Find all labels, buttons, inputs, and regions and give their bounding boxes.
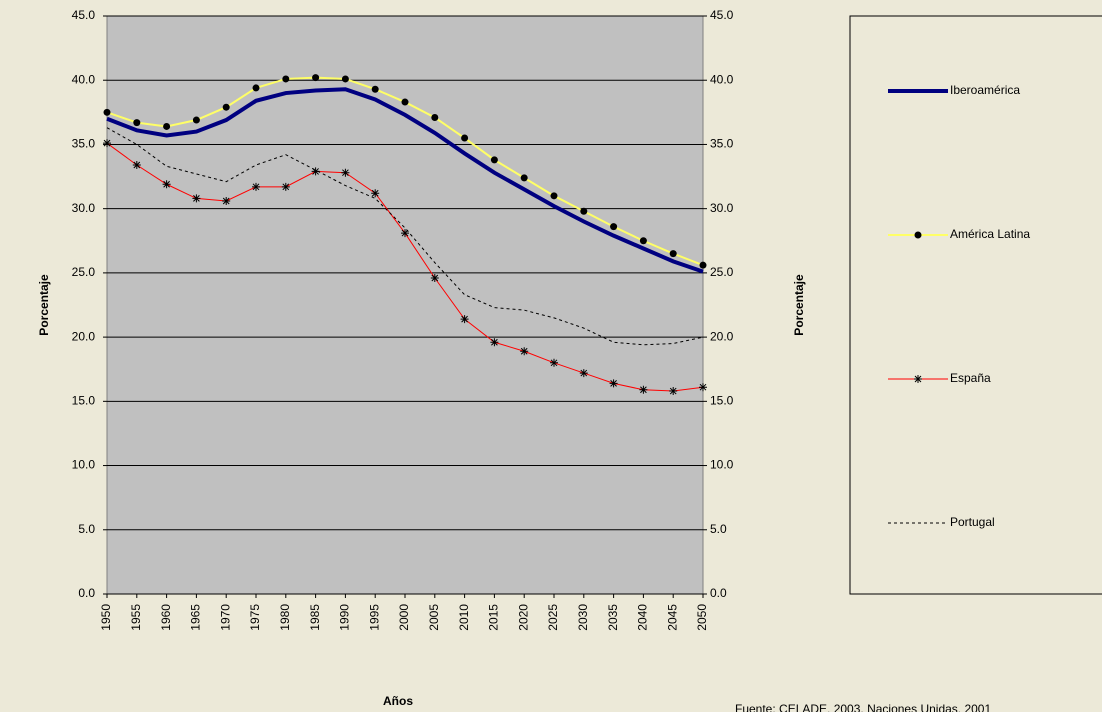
point [162, 180, 171, 189]
point [699, 261, 707, 269]
point [490, 338, 499, 347]
point [222, 103, 230, 111]
series-line [106, 127, 704, 346]
point [252, 84, 260, 92]
point [669, 387, 678, 396]
point [461, 134, 469, 142]
y2-tick-label: 30.0 [710, 201, 734, 215]
point [163, 122, 171, 130]
y-axis-label: Porcentaje [37, 274, 51, 336]
legend-label: España [950, 371, 991, 385]
legend-label: Iberoamérica [950, 83, 1020, 97]
y2-axis-label: Porcentaje [792, 274, 806, 336]
point [401, 229, 409, 238]
y-tick-label: 25.0 [72, 265, 96, 279]
point [699, 383, 707, 392]
source-note: Fuente: CELADE, 2003. Naciones Unidas, 2… [735, 702, 991, 712]
x-tick-label: 2035 [606, 604, 620, 631]
x-tick-label: 2015 [487, 604, 501, 631]
y-tick-label: 35.0 [72, 137, 96, 151]
point [460, 315, 469, 324]
x-tick-label: 2000 [397, 604, 411, 631]
point [192, 116, 200, 124]
y2-tick-label: 10.0 [710, 458, 734, 472]
x-axis-label: Años [383, 694, 413, 708]
point [610, 223, 618, 231]
point [639, 237, 647, 245]
y2-tick-label: 40.0 [710, 72, 734, 86]
plot-area [106, 15, 704, 595]
y-tick-label: 45.0 [72, 8, 96, 22]
y2-tick-label: 0.0 [710, 586, 727, 600]
y2-tick-label: 15.0 [710, 394, 734, 408]
point [311, 167, 320, 176]
point [914, 231, 922, 239]
point [371, 85, 379, 93]
y-tick-label: 10.0 [72, 458, 96, 472]
x-tick-label: 1955 [129, 604, 143, 631]
point [371, 189, 380, 198]
series-line [106, 87, 704, 274]
x-tick-label: 1950 [99, 604, 113, 631]
point [639, 385, 648, 394]
y2-tick-label: 25.0 [710, 265, 734, 279]
y2-tick-label: 5.0 [710, 522, 727, 536]
x-tick-label: 2050 [695, 604, 709, 631]
point [550, 358, 558, 367]
y-tick-label: 20.0 [72, 329, 96, 343]
point [341, 75, 349, 83]
x-tick-label: 2020 [516, 604, 530, 631]
x-tick-label: 1990 [338, 604, 352, 631]
point [520, 174, 528, 182]
point [252, 182, 260, 191]
point [520, 347, 529, 356]
y-tick-label: 0.0 [78, 586, 95, 600]
x-tick-label: 2040 [636, 604, 650, 631]
point [132, 160, 141, 169]
point [282, 75, 290, 83]
legend-box [849, 15, 1102, 595]
x-tick-label: 1995 [367, 604, 381, 631]
point [103, 139, 111, 148]
point [669, 250, 677, 258]
point [550, 192, 558, 200]
y-tick-label: 40.0 [72, 72, 96, 86]
legend-label: Portugal [950, 515, 995, 529]
point [103, 108, 111, 116]
y2-tick-label: 20.0 [710, 329, 734, 343]
x-tick-label: 2005 [427, 604, 441, 631]
y-tick-label: 15.0 [72, 394, 96, 408]
x-tick-label: 2045 [665, 604, 679, 631]
x-tick-label: 1980 [278, 604, 292, 631]
point [222, 196, 231, 205]
y2-tick-label: 45.0 [710, 8, 734, 22]
y2-tick-label: 35.0 [710, 137, 734, 151]
y-tick-label: 5.0 [78, 522, 95, 536]
x-tick-label: 1965 [189, 604, 203, 631]
point [431, 113, 439, 121]
point [490, 156, 498, 164]
x-tick-label: 1970 [218, 604, 232, 631]
x-tick-label: 1960 [159, 604, 173, 631]
point [192, 194, 201, 203]
x-tick-label: 1975 [248, 604, 262, 631]
legend-label: América Latina [950, 227, 1030, 241]
point [609, 379, 618, 388]
point [281, 182, 290, 191]
x-tick-label: 2025 [546, 604, 560, 631]
x-tick-label: 2030 [576, 604, 590, 631]
y-tick-label: 30.0 [72, 201, 96, 215]
x-tick-label: 2010 [457, 604, 471, 631]
x-tick-label: 1985 [308, 604, 322, 631]
point [312, 74, 320, 82]
point [401, 98, 409, 106]
point [133, 119, 141, 127]
point [430, 274, 439, 283]
point [579, 369, 588, 378]
point [580, 207, 588, 215]
point [341, 168, 350, 177]
point [914, 375, 922, 383]
